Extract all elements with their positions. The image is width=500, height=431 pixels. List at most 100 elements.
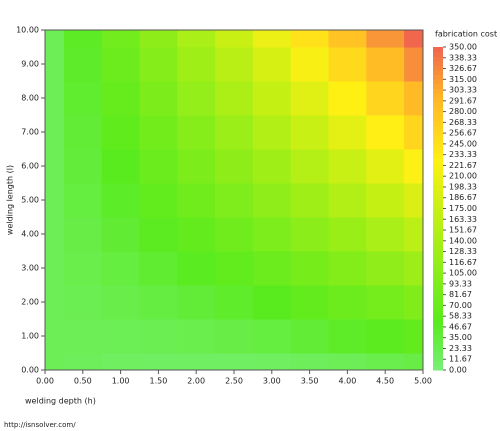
x-tick-label: 3.00 bbox=[263, 377, 281, 386]
y-tick-label: 0.00 bbox=[21, 366, 39, 375]
colorbar-segment bbox=[433, 254, 443, 260]
y-tick-label: 7.00 bbox=[21, 128, 39, 137]
contour-cell bbox=[290, 251, 329, 286]
contour-cell bbox=[63, 115, 103, 150]
contour-cell bbox=[177, 81, 216, 116]
x-tick-label: 5.00 bbox=[414, 377, 432, 386]
contour-cell bbox=[366, 217, 405, 252]
colorbar-segment bbox=[433, 217, 443, 223]
contour-cell bbox=[45, 149, 65, 184]
contour-cell bbox=[63, 81, 103, 116]
contour-cell bbox=[366, 115, 405, 150]
colorbar-segment bbox=[433, 282, 443, 288]
contour-cell bbox=[63, 251, 103, 286]
y-tick-label: 3.00 bbox=[21, 264, 39, 273]
x-tick-label: 3.50 bbox=[301, 377, 319, 386]
colorbar-segment bbox=[433, 70, 443, 76]
contour-cell bbox=[63, 285, 103, 320]
contour-cell bbox=[215, 115, 254, 150]
colorbar-tick-label: 303.33 bbox=[449, 86, 477, 95]
contour-cell bbox=[404, 353, 423, 370]
contour-cell bbox=[177, 30, 216, 48]
contour-cell bbox=[139, 149, 178, 184]
colorbar-tick-label: 105.00 bbox=[449, 269, 477, 278]
contour-cell bbox=[290, 217, 329, 252]
colorbar-segment bbox=[433, 208, 443, 214]
colorbar-segment bbox=[433, 60, 443, 66]
contour-cell bbox=[63, 149, 103, 184]
colorbar-segment bbox=[433, 166, 443, 173]
contour-cell bbox=[101, 251, 140, 286]
contour-cell bbox=[290, 81, 329, 116]
contour-cell bbox=[215, 30, 254, 48]
colorbar-segment bbox=[433, 93, 443, 99]
colorbar-segment bbox=[433, 333, 443, 339]
colorbar-segment bbox=[433, 194, 443, 200]
contour-cell bbox=[215, 285, 254, 320]
colorbar-tick-label: 315.00 bbox=[449, 75, 477, 84]
colorbar-tick-label: 0.00 bbox=[449, 366, 467, 375]
contour-cell bbox=[252, 30, 292, 48]
contour-cell bbox=[177, 217, 216, 252]
contour-cell bbox=[290, 149, 329, 184]
colorbar-segment bbox=[433, 83, 443, 90]
colorbar-segment bbox=[433, 65, 443, 71]
contour-cell bbox=[290, 285, 329, 320]
colorbar-segment bbox=[433, 296, 443, 302]
colorbar-tick-label: 338.33 bbox=[449, 53, 477, 62]
y-tick-label: 1.00 bbox=[21, 332, 39, 341]
colorbar-segment bbox=[433, 314, 443, 320]
contour-cell bbox=[101, 353, 140, 370]
contour-cell bbox=[101, 30, 140, 48]
contour-cell bbox=[177, 115, 216, 150]
contour-cell bbox=[404, 217, 423, 252]
colorbar-segment bbox=[433, 337, 443, 343]
colorbar-tick-label: 151.67 bbox=[449, 226, 477, 235]
contour-cell bbox=[101, 149, 140, 184]
colorbar-segment bbox=[433, 231, 443, 237]
contour-cell bbox=[139, 217, 178, 252]
contour-cell bbox=[215, 353, 254, 370]
x-tick-label: 2.00 bbox=[187, 377, 205, 386]
colorbar-segment bbox=[433, 134, 443, 140]
contour-cell bbox=[252, 115, 292, 150]
x-tick-label: 1.00 bbox=[112, 377, 130, 386]
contour-cell bbox=[328, 47, 367, 82]
contour-cell bbox=[101, 217, 140, 252]
colorbar-segment bbox=[433, 268, 443, 274]
contour-cell bbox=[177, 149, 216, 184]
contour-cell bbox=[404, 30, 423, 48]
contour-cell bbox=[177, 353, 216, 370]
contour-cell bbox=[404, 81, 423, 116]
contour-cell bbox=[101, 115, 140, 150]
colorbar-segment bbox=[433, 245, 443, 251]
colorbar-tick-label: 198.33 bbox=[449, 182, 477, 191]
colorbar-segment bbox=[433, 157, 443, 163]
contour-cell bbox=[290, 47, 329, 82]
colorbar-segment bbox=[433, 125, 443, 131]
colorbar-segment bbox=[433, 106, 443, 113]
contour-cell bbox=[45, 319, 65, 354]
contour-cell bbox=[404, 285, 423, 320]
y-tick-label: 10.00 bbox=[16, 26, 39, 35]
colorbar-segment bbox=[433, 190, 443, 196]
contour-cell bbox=[252, 319, 292, 354]
contour-cell bbox=[101, 47, 140, 82]
contour-cell bbox=[139, 319, 178, 354]
contour-cell bbox=[63, 319, 103, 354]
colorbar-segment bbox=[433, 277, 443, 283]
colorbar-segment bbox=[433, 346, 443, 353]
contour-cell bbox=[328, 183, 367, 218]
colorbar-segment bbox=[433, 291, 443, 297]
y-tick-label: 2.00 bbox=[21, 298, 39, 307]
colorbar-segment bbox=[433, 116, 443, 122]
contour-cell bbox=[290, 115, 329, 150]
colorbar-segment bbox=[433, 185, 443, 191]
colorbar-tick-label: 233.33 bbox=[449, 150, 477, 159]
contour-cell bbox=[252, 183, 292, 218]
colorbar-tick-label: 326.67 bbox=[449, 64, 477, 73]
contour-cell bbox=[215, 81, 254, 116]
contour-cell bbox=[63, 353, 103, 370]
contour-cell bbox=[177, 319, 216, 354]
contour-cell bbox=[139, 251, 178, 286]
